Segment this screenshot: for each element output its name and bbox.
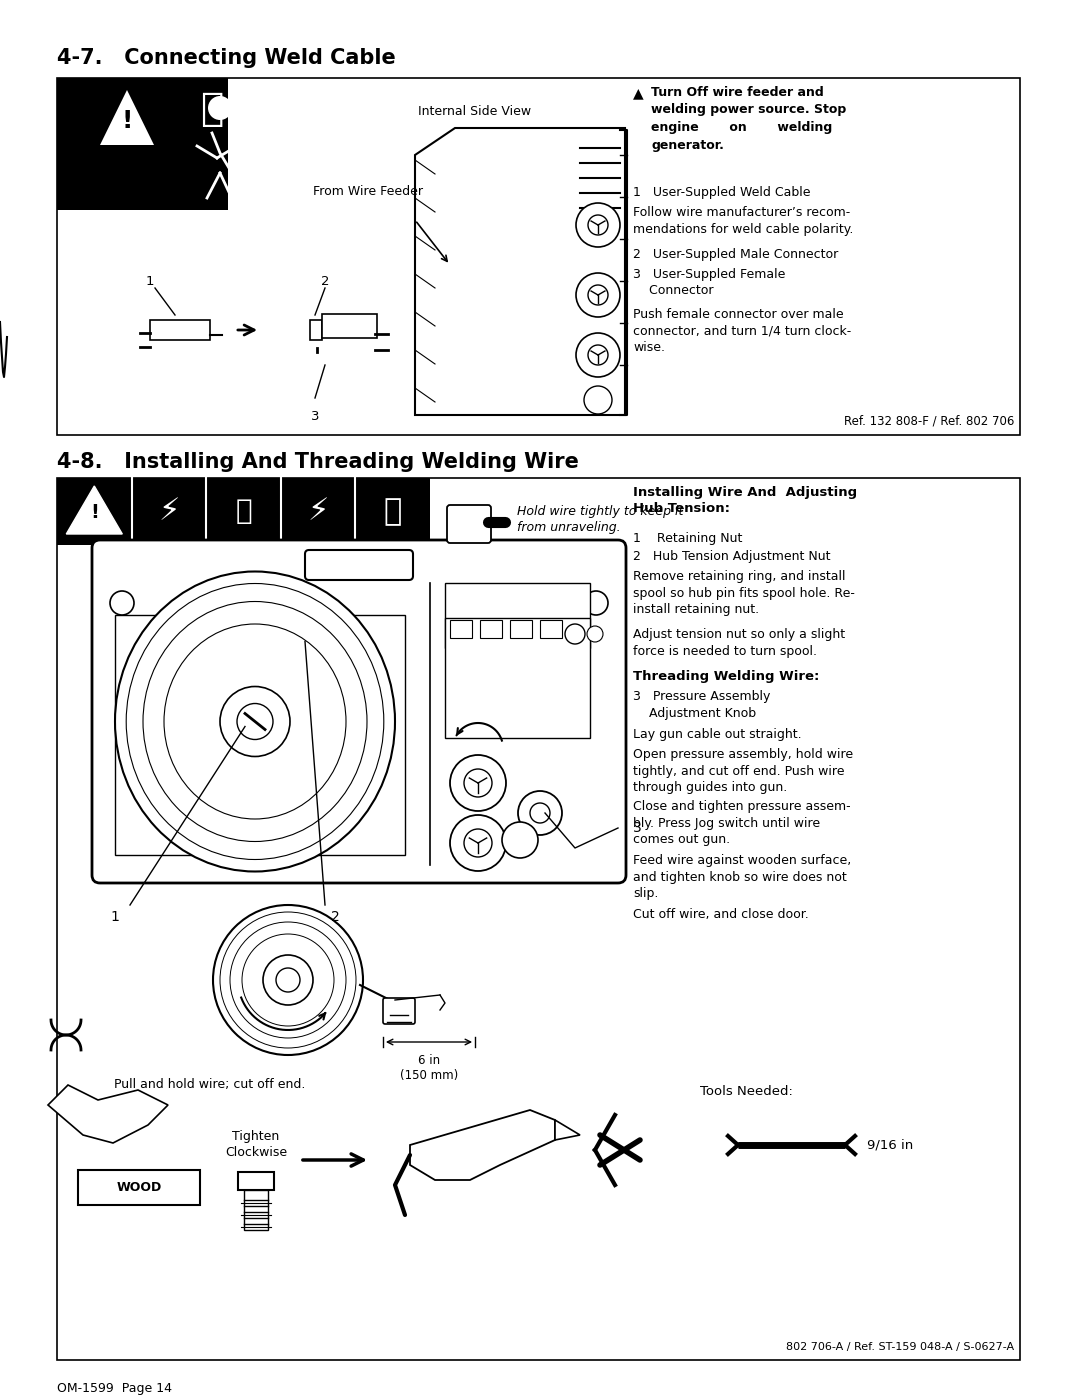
Circle shape (220, 686, 291, 757)
Circle shape (208, 96, 232, 120)
Text: !: ! (121, 109, 133, 133)
Circle shape (584, 386, 612, 414)
Bar (114, 615, 405, 855)
Text: Turn Off wire feeder and
welding power source. Stop
engine       on       weldin: Turn Off wire feeder and welding power s… (651, 87, 847, 151)
Text: ▲: ▲ (633, 87, 644, 101)
Text: 1: 1 (146, 275, 154, 288)
Circle shape (464, 768, 492, 798)
Circle shape (450, 754, 507, 812)
Text: 802 706-A / Ref. ST-159 048-A / S-0627-A: 802 706-A / Ref. ST-159 048-A / S-0627-A (786, 1343, 1014, 1352)
Text: Lay gun cable out straight.: Lay gun cable out straight. (633, 728, 801, 740)
Circle shape (588, 345, 608, 365)
FancyBboxPatch shape (305, 550, 413, 580)
Polygon shape (410, 1111, 555, 1180)
Circle shape (584, 591, 608, 615)
FancyBboxPatch shape (238, 1172, 274, 1190)
Bar (150, 320, 210, 339)
Text: Close and tighten pressure assem-
bly. Press Jog switch until wire
comes out gun: Close and tighten pressure assem- bly. P… (633, 800, 851, 847)
Circle shape (464, 828, 492, 856)
Polygon shape (100, 89, 154, 145)
Polygon shape (48, 1085, 168, 1143)
Text: 3   Pressure Assembly
    Adjustment Knob: 3 Pressure Assembly Adjustment Knob (633, 690, 770, 719)
Text: WOOD: WOOD (117, 1180, 162, 1194)
FancyBboxPatch shape (383, 997, 415, 1024)
Circle shape (213, 905, 363, 1055)
Circle shape (502, 821, 538, 858)
Text: 🔥: 🔥 (383, 497, 402, 527)
Polygon shape (66, 486, 122, 534)
Circle shape (565, 624, 585, 644)
Circle shape (518, 791, 562, 835)
Text: From Wire Feeder: From Wire Feeder (313, 184, 423, 198)
Text: 1    Retaining Nut: 1 Retaining Nut (633, 532, 742, 545)
Text: 9/16 in: 9/16 in (867, 1139, 914, 1151)
FancyBboxPatch shape (92, 541, 626, 883)
Circle shape (588, 215, 608, 235)
Bar (78, 1171, 200, 1206)
Text: 6 in
(150 mm): 6 in (150 mm) (400, 1053, 458, 1083)
Bar (57, 478, 430, 545)
Circle shape (264, 956, 313, 1004)
Circle shape (576, 203, 620, 247)
Text: Tools Needed:: Tools Needed: (700, 1085, 793, 1098)
Polygon shape (555, 1120, 580, 1140)
Text: 1   User-Suppled Weld Cable: 1 User-Suppled Weld Cable (633, 186, 810, 198)
Bar (450, 620, 472, 638)
Text: 1: 1 (110, 909, 120, 923)
Circle shape (576, 272, 620, 317)
Bar (57, 78, 1020, 434)
Text: 💥: 💥 (235, 497, 252, 525)
Text: Remove retaining ring, and install
spool so hub pin fits spool hole. Re-
install: Remove retaining ring, and install spool… (633, 570, 855, 616)
Text: ⚡: ⚡ (308, 497, 328, 527)
Text: 3: 3 (311, 409, 320, 423)
Circle shape (576, 332, 620, 377)
Circle shape (450, 814, 507, 870)
Text: Installing Wire And  Adjusting
Hub Tension:: Installing Wire And Adjusting Hub Tensio… (633, 486, 858, 515)
Text: 2: 2 (321, 275, 329, 288)
Circle shape (237, 704, 273, 739)
Text: 2   Hub Tension Adjustment Nut: 2 Hub Tension Adjustment Nut (633, 550, 831, 563)
Bar (540, 620, 562, 638)
Text: Ref. 132 808-F / Ref. 802 706: Ref. 132 808-F / Ref. 802 706 (843, 414, 1014, 427)
Bar (57, 478, 1020, 1361)
Text: Open pressure assembly, hold wire
tightly, and cut off end. Push wire
through gu: Open pressure assembly, hold wire tightl… (633, 747, 853, 793)
Text: Follow wire manufacturer’s recom-
mendations for weld cable polarity.: Follow wire manufacturer’s recom- mendat… (633, 205, 853, 236)
Ellipse shape (114, 571, 395, 872)
Text: ⚡: ⚡ (158, 497, 179, 527)
Polygon shape (415, 129, 625, 415)
Circle shape (530, 803, 550, 823)
Bar (57, 78, 228, 210)
Text: Adjust tension nut so only a slight
force is needed to turn spool.: Adjust tension nut so only a slight forc… (633, 629, 846, 658)
Text: OM-1599  Page 14: OM-1599 Page 14 (57, 1382, 172, 1396)
Bar (445, 583, 590, 648)
Text: Internal Side View: Internal Side View (418, 105, 531, 117)
Circle shape (110, 591, 134, 615)
Text: Tighten
Clockwise: Tighten Clockwise (225, 1130, 287, 1160)
Bar (310, 320, 322, 339)
Circle shape (276, 968, 300, 992)
Text: 3   User-Suppled Female
    Connector: 3 User-Suppled Female Connector (633, 268, 785, 298)
Bar (480, 620, 502, 638)
Text: Threading Welding Wire:: Threading Welding Wire: (633, 671, 820, 683)
Text: Pull and hold wire; cut off end.: Pull and hold wire; cut off end. (114, 1078, 306, 1091)
Bar (322, 314, 377, 338)
Text: 2   User-Suppled Male Connector: 2 User-Suppled Male Connector (633, 249, 838, 261)
Text: 𝄋: 𝄋 (200, 89, 224, 129)
Text: 4-8.   Installing And Threading Welding Wire: 4-8. Installing And Threading Welding Wi… (57, 453, 579, 472)
Text: 4-7.   Connecting Weld Cable: 4-7. Connecting Weld Cable (57, 47, 395, 68)
FancyBboxPatch shape (447, 504, 491, 543)
Bar (445, 617, 590, 738)
Circle shape (588, 285, 608, 305)
Text: Hold wire tightly to keep it
from unraveling.: Hold wire tightly to keep it from unrave… (517, 504, 684, 535)
Text: Push female connector over male
connector, and turn 1/4 turn clock-
wise.: Push female connector over male connecto… (633, 307, 851, 353)
Text: Cut off wire, and close door.: Cut off wire, and close door. (633, 908, 809, 921)
Circle shape (588, 626, 603, 643)
Bar (244, 1190, 268, 1229)
Text: Feed wire against wooden surface,
and tighten knob so wire does not
slip.: Feed wire against wooden surface, and ti… (633, 854, 851, 900)
Text: 2: 2 (330, 909, 339, 923)
Text: !: ! (90, 503, 98, 521)
Text: 3: 3 (633, 821, 642, 835)
Bar (510, 620, 532, 638)
